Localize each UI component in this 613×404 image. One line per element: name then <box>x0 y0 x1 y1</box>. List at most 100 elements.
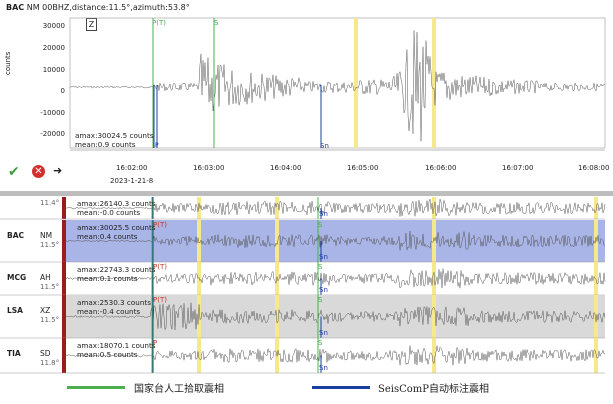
time-window-band <box>197 197 201 219</box>
station-distance: 11.5° <box>40 316 60 324</box>
y-tick-label: 20000 <box>42 44 65 52</box>
time-window-band <box>594 220 598 262</box>
x-tick-label: 16:05:00 <box>347 164 379 172</box>
station-amax: amax:30025.5 counts <box>77 223 156 232</box>
station-name: MCG <box>7 273 27 282</box>
x-tick-label: 16:03:00 <box>193 164 225 172</box>
trace-header: BAC NM 00BHZ,distance:11.5°,azimuth:53.8… <box>6 3 190 12</box>
pick-s-label: S <box>318 339 323 347</box>
station-waveform <box>65 230 606 251</box>
station-channel: SD <box>40 349 51 358</box>
station-channel: XZ <box>40 306 51 315</box>
station-status-strip[interactable] <box>62 262 66 295</box>
time-window-band <box>432 18 436 148</box>
main-stats: amax:30024.5 counts mean:0.9 counts <box>75 131 154 149</box>
time-window-band <box>275 262 279 295</box>
date-label: 2023-1-21-8 <box>110 177 154 185</box>
header-info: 00BHZ,distance:11.5°,azimuth:53.8° <box>42 3 190 12</box>
time-window-band <box>275 197 279 219</box>
y-tick-label: 30000 <box>42 22 65 30</box>
x-tick-label: 16:08:00 <box>578 164 610 172</box>
main-amax: amax:30024.5 counts <box>75 131 154 140</box>
time-window-band <box>594 295 598 338</box>
legend-auto-text: SeisComP自动标注震相 <box>378 384 489 395</box>
close-circle-icon[interactable]: ✕ <box>32 165 45 178</box>
station-distance: 11.8° <box>40 359 60 367</box>
pick-p-label: P(T) <box>153 296 167 304</box>
station-distance: 11.5° <box>40 283 60 291</box>
x-tick-label: 16:07:00 <box>502 164 534 172</box>
time-window-band <box>275 295 279 338</box>
pick-p-label: P(T) <box>153 221 167 229</box>
station-waveform <box>65 345 606 366</box>
y-tick-label: 0 <box>60 87 65 95</box>
station-channel: AH <box>40 273 51 282</box>
station-status-strip[interactable] <box>62 220 66 262</box>
station-amax: amax:2530.3 counts <box>77 298 151 307</box>
station-name: LSA <box>7 306 23 315</box>
header-station: BAC <box>6 3 25 12</box>
station-status-strip[interactable] <box>62 338 66 373</box>
legend-manual-text: 国家台人工拾取震相 <box>134 384 224 395</box>
time-window-band <box>594 262 598 295</box>
station-status-strip[interactable] <box>62 197 66 219</box>
station-name: BAC <box>7 231 25 240</box>
pick-s-label: S <box>318 263 323 271</box>
time-window-band <box>432 338 436 373</box>
station-name: TIA <box>7 349 21 358</box>
time-window-band <box>275 220 279 262</box>
panel-separator[interactable] <box>0 191 613 196</box>
main-plot-frame <box>69 17 606 149</box>
pick-s-label: S <box>318 221 323 229</box>
x-tick-label: 16:06:00 <box>425 164 457 172</box>
station-waveform <box>65 268 606 289</box>
header-channel: NM <box>26 3 40 12</box>
pick-sn-label: Sn <box>319 210 328 218</box>
time-window-band <box>594 338 598 373</box>
x-tick-label: 16:02:00 <box>116 164 148 172</box>
pick-sn-label: Sn <box>319 329 328 337</box>
check-icon[interactable]: ✔ <box>8 164 20 180</box>
station-channel: NM <box>40 231 53 240</box>
station-status-strip[interactable] <box>62 295 66 338</box>
station-row-highlight <box>66 220 605 262</box>
station-distance: 11.4° <box>40 199 60 207</box>
arrow-next-icon[interactable]: ➜ <box>53 164 63 177</box>
station-mean: mean:0.4 counts <box>77 232 138 241</box>
time-window-band <box>432 262 436 295</box>
pick-sn-label: Sn <box>319 253 328 261</box>
station-amax: amax:22743.3 counts <box>77 265 156 274</box>
component-box[interactable]: Z <box>86 18 97 31</box>
p-pick-text: P(T) <box>152 19 166 27</box>
legend-auto-swatch <box>312 386 370 389</box>
station-mean: mean:-0.0 counts <box>77 208 141 217</box>
time-window-band <box>432 295 436 338</box>
time-window-band <box>594 197 598 219</box>
y-tick-label: -10000 <box>40 109 65 117</box>
main-waveform <box>69 30 606 142</box>
time-window-band <box>432 220 436 262</box>
main-mean: mean:0.9 counts <box>75 140 136 149</box>
pick-sn-label: Sn <box>319 364 328 372</box>
time-window-band <box>197 295 201 338</box>
pick-s-label: S <box>318 296 323 304</box>
y-tick-label: 10000 <box>42 66 65 74</box>
manual-p-label: P(T) <box>152 19 166 27</box>
time-window-band <box>197 220 201 262</box>
auto-p-label: P <box>155 142 159 149</box>
station-amax: amax:26140.3 counts <box>77 199 156 208</box>
pick-p-label: P <box>153 339 158 347</box>
station-rows <box>0 197 606 374</box>
station-mean: mean:0.1 counts <box>77 274 138 283</box>
station-mean: mean:-0.4 counts <box>77 307 141 316</box>
station-mean: mean:0.5 counts <box>77 350 138 359</box>
station-waveform <box>65 302 606 331</box>
y-tick-label: -20000 <box>40 130 65 138</box>
time-window-band <box>354 18 358 148</box>
station-distance: 11.5° <box>40 241 60 249</box>
x-tick-label: 16:04:00 <box>270 164 302 172</box>
auto-sn-label: Sn <box>320 142 329 150</box>
time-window-band <box>197 262 201 295</box>
manual-s-label: S <box>214 19 219 27</box>
